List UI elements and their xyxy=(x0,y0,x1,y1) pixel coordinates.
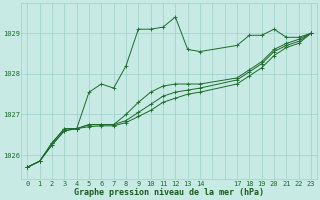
X-axis label: Graphe pression niveau de la mer (hPa): Graphe pression niveau de la mer (hPa) xyxy=(74,188,264,197)
